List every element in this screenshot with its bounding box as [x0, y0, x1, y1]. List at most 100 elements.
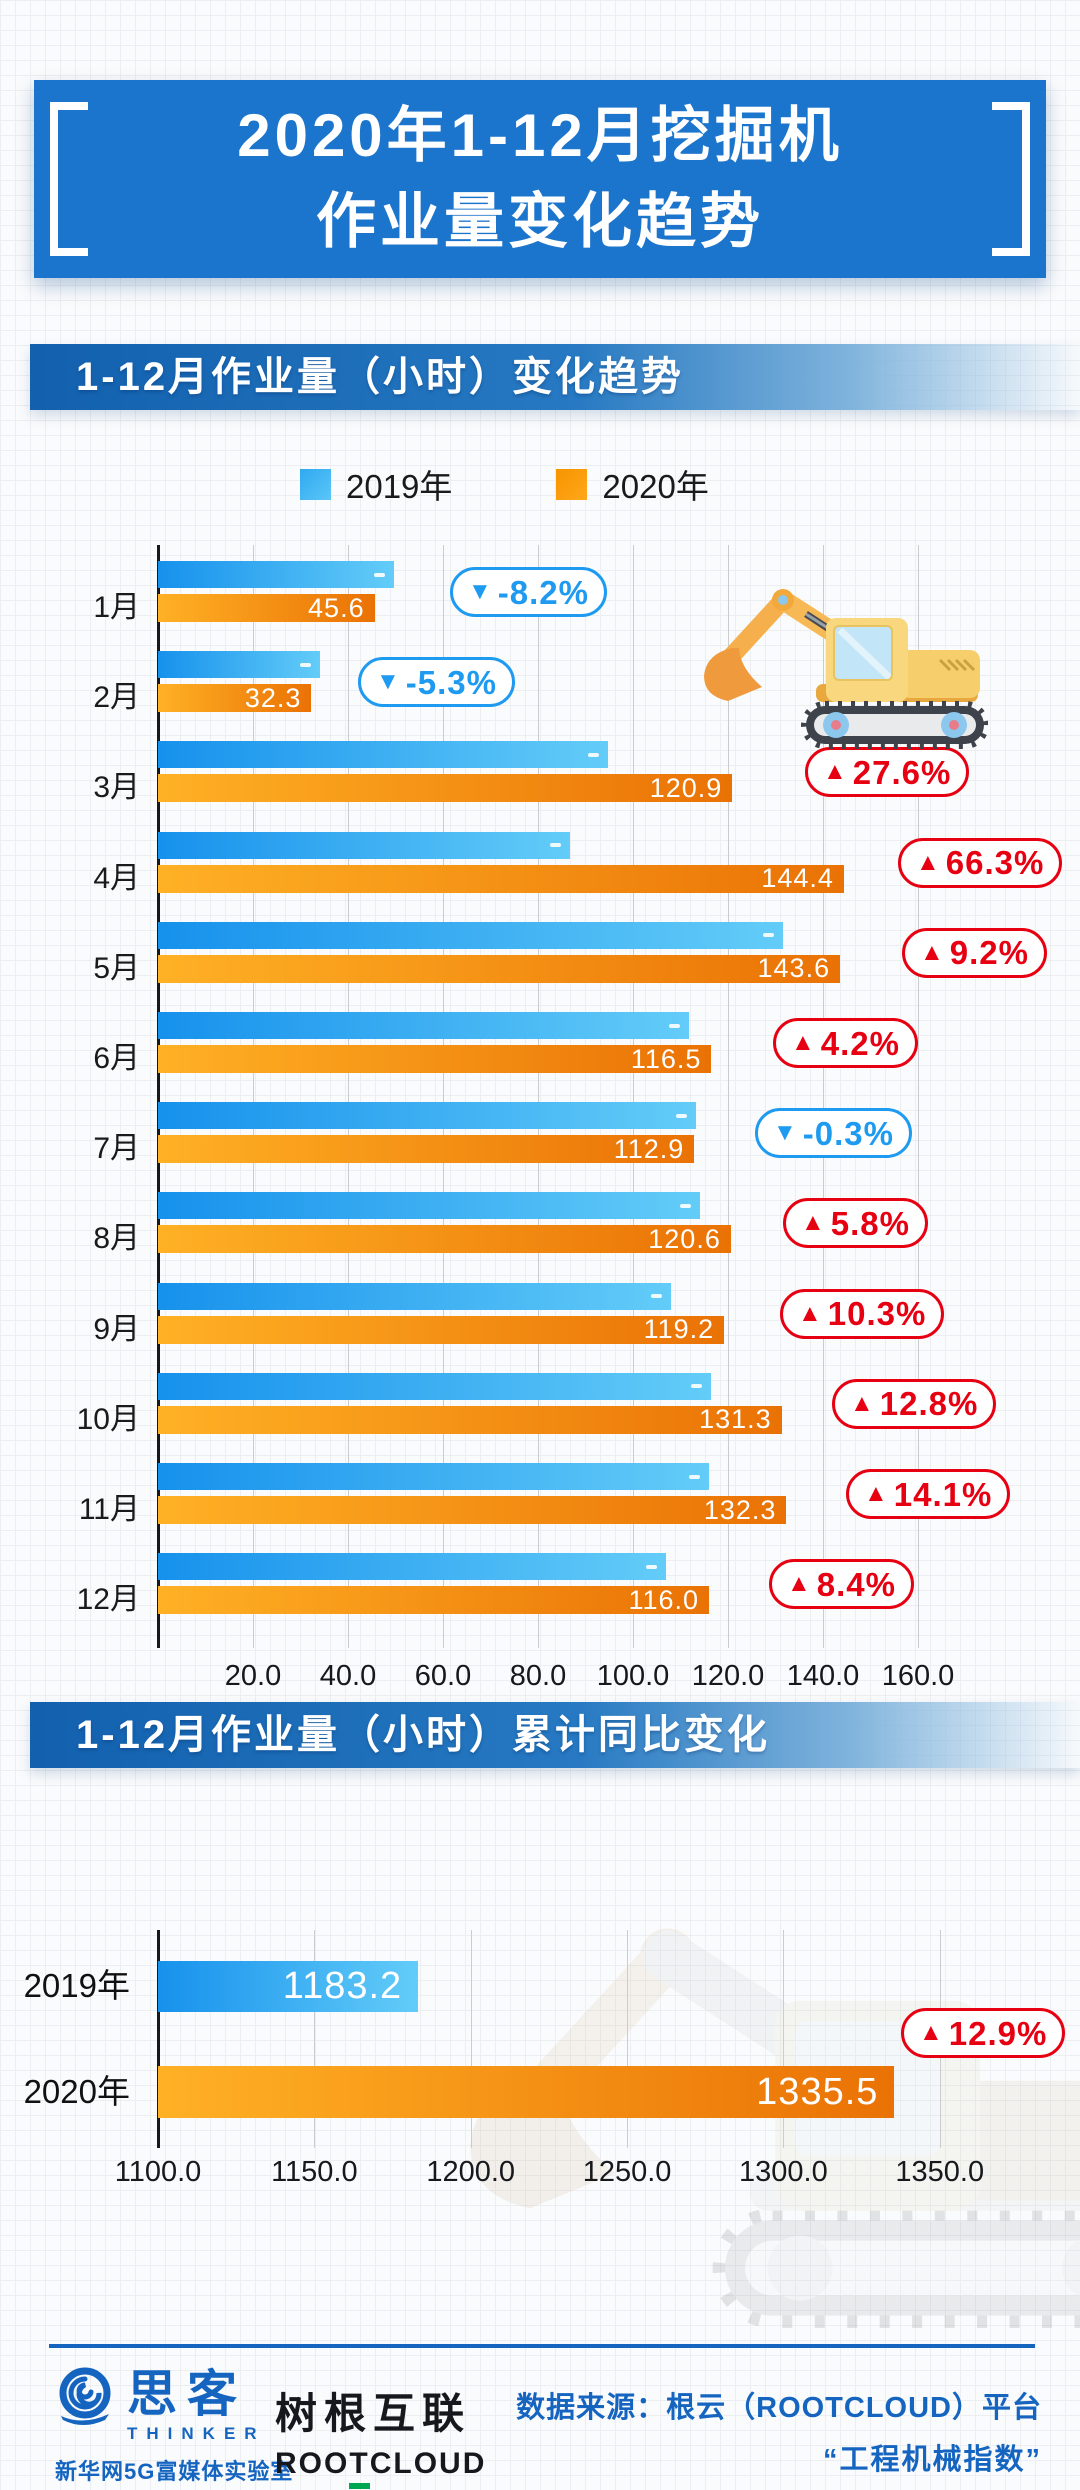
up-triangle-icon: ▲ — [787, 1570, 811, 1598]
title-banner: 2020年1-12月挖掘机 作业量变化趋势 — [34, 80, 1046, 278]
bar-2020-2月: 32.3 — [158, 682, 312, 713]
bar-cumulative-2020年: 1335.5 — [158, 2066, 895, 2118]
yoy-badge-6月: ▲ 4.2% — [773, 1018, 918, 1068]
yoy-badge-12月-value: 8.4% — [816, 1565, 896, 1603]
chart1-gridline-40.0 — [348, 545, 349, 1648]
legend-item-2019年: 2019年 — [300, 460, 452, 508]
bar-2019-12月-end-dash — [646, 1564, 658, 1569]
chart2-tick-label-1200.0: 1200.0 — [426, 2156, 516, 2188]
chart2-tick-label-1150.0: 1150.0 — [271, 2156, 358, 2188]
yoy-badge-12月: ▲ 8.4% — [769, 1559, 914, 1610]
bar-2020-10月: 131.3 — [158, 1404, 782, 1434]
page-title-line2: 作业量变化趋势 — [316, 188, 764, 255]
bar-2020-9月-value-label: 119.2 — [643, 1314, 715, 1345]
yoy-badge-9月-value: 10.3% — [827, 1295, 927, 1333]
legend-swatch-2020年 — [556, 468, 588, 500]
bar-2020-5月: 143.6 — [158, 953, 841, 984]
chart2-tick-label-1350.0: 1350.0 — [895, 2156, 985, 2188]
bar-2019-4月 — [158, 831, 571, 859]
thinker-logo-subtitle: THINKER — [127, 2424, 266, 2443]
bar-2020-1月-value-label: 45.6 — [308, 592, 365, 623]
yoy-badge-8月-value: 5.8% — [830, 1204, 910, 1242]
chart1-category-label-8月: 8月 — [93, 1222, 140, 1256]
chart1-category-label-11月: 11月 — [78, 1493, 140, 1526]
bar-2019-1月 — [158, 561, 395, 588]
yoy-badge-2月-value: -5.3% — [405, 663, 497, 701]
section2-header-label: 1-12月作业量（小时）累计同比变化 — [76, 1713, 771, 1757]
rootcloud-underlined-t: T — [349, 2447, 370, 2489]
excavator-illustration — [704, 589, 988, 749]
chart1-gridline-80.0 — [538, 545, 539, 1648]
yoy-badge-4月: ▲ 66.3% — [898, 837, 1063, 888]
bar-2020-12月-value-label: 116.0 — [628, 1584, 699, 1615]
chart1-tick-label-100.0: 100.0 — [596, 1660, 670, 1692]
legend-label-2019年: 2019年 — [346, 468, 453, 505]
bar-2020-1月: 45.6 — [158, 592, 375, 623]
yoy-badge-cumulative: ▲ 12.9% — [901, 2008, 1066, 2058]
chart1-gridline-100.0 — [633, 545, 634, 1648]
chart1-category-label-12月: 12月 — [76, 1583, 140, 1617]
bar-2019-12月 — [158, 1553, 667, 1581]
data-source-line2: “工程机械指数” — [822, 2444, 1042, 2476]
yoy-badge-10月-value: 12.8% — [879, 1385, 979, 1423]
chart1-gridline-160.0 — [918, 545, 919, 1648]
down-triangle-icon: ▼ — [468, 578, 492, 605]
bar-2019-10月 — [158, 1372, 711, 1400]
bar-2020-3月-value-label: 120.9 — [649, 772, 723, 803]
bar-2020-7月-value-label: 112.9 — [613, 1133, 685, 1164]
chart1-y-axis — [157, 545, 160, 1648]
yoy-badge-cumulative-value: 12.9% — [948, 2014, 1048, 2052]
bar-2020-5月-value-label: 143.6 — [757, 953, 831, 984]
bar-2019-11月-end-dash — [689, 1474, 700, 1479]
chart1-category-label-4月: 4月 — [93, 861, 140, 895]
chart1-tick-label-140.0: 140.0 — [786, 1660, 860, 1692]
bar-2020-8月-value-label: 120.6 — [648, 1223, 721, 1254]
legend-item-2020年: 2020年 — [556, 460, 709, 508]
yoy-badge-8月: ▲ 5.8% — [783, 1198, 928, 1249]
up-triangle-icon: ▲ — [919, 2019, 943, 2046]
yoy-badge-11月: ▲ 14.1% — [846, 1469, 1011, 1519]
bar-2020-2月-value-label: 32.3 — [244, 682, 302, 713]
bar-2019-11月 — [158, 1463, 709, 1490]
yoy-badge-3月: ▲ 27.6% — [805, 747, 970, 798]
left-bracket-decoration — [50, 102, 88, 256]
bar-2019-6月 — [158, 1012, 690, 1039]
yoy-badge-5月-value: 9.2% — [949, 934, 1029, 972]
bar-2020-11月-value-label: 132.3 — [703, 1494, 777, 1525]
chart2-tick-label-1100.0: 1100.0 — [114, 2156, 202, 2188]
bar-2019-7月-end-dash — [675, 1113, 687, 1118]
bar-2019-2月 — [158, 651, 320, 679]
bar-2020-9月: 119.2 — [158, 1314, 725, 1345]
up-triangle-icon: ▲ — [798, 1299, 822, 1327]
section2-header: 1-12月作业量（小时）累计同比变化 — [30, 1702, 1080, 1768]
chart1-category-label-9月: 9月 — [93, 1312, 140, 1346]
bar-2019-8月-end-dash — [679, 1203, 691, 1208]
yoy-badge-1月-value: -8.2% — [497, 573, 589, 611]
bar-2020-8月: 120.6 — [158, 1223, 731, 1254]
yoy-badge-1月: ▼ -8.2% — [450, 567, 607, 617]
chart1-gridline-120.0 — [728, 545, 729, 1648]
bar-2020-4月: 144.4 — [158, 863, 844, 894]
bar-2019-2月-end-dash — [299, 662, 311, 667]
up-triangle-icon: ▲ — [850, 1389, 874, 1417]
up-triangle-icon: ▲ — [916, 848, 940, 876]
thinker-logo-name: 思客 — [127, 2366, 247, 2422]
bar-2019-8月 — [158, 1192, 700, 1220]
rootcloud-letter: D — [462, 2447, 487, 2480]
rootcloud-logo-name: 树根互联 — [275, 2390, 472, 2437]
bar-2020-4月-value-label: 144.4 — [761, 863, 834, 894]
bar-2019-9月 — [158, 1282, 672, 1310]
bar-2020-6月-value-label: 116.5 — [630, 1043, 702, 1074]
chart1-tick-label-120.0: 120.0 — [691, 1660, 765, 1692]
rootcloud-logo-subtitle: ROOTCLOUD — [275, 2447, 486, 2489]
bar-2019-1月-end-dash — [374, 572, 386, 577]
chart1-gridline-140.0 — [823, 545, 824, 1648]
yoy-badge-10月: ▲ 12.8% — [832, 1378, 997, 1429]
yoy-badge-7月: ▼ -0.3% — [755, 1108, 912, 1159]
bar-2020-6月: 116.5 — [158, 1043, 712, 1074]
yoy-badge-9月: ▲ 10.3% — [780, 1288, 945, 1339]
chart1-legend: 2019年 2020年 — [300, 460, 709, 508]
section1-header: 1-12月作业量（小时）变化趋势 — [30, 344, 1080, 410]
chart1-category-label-6月: 6月 — [93, 1042, 140, 1075]
